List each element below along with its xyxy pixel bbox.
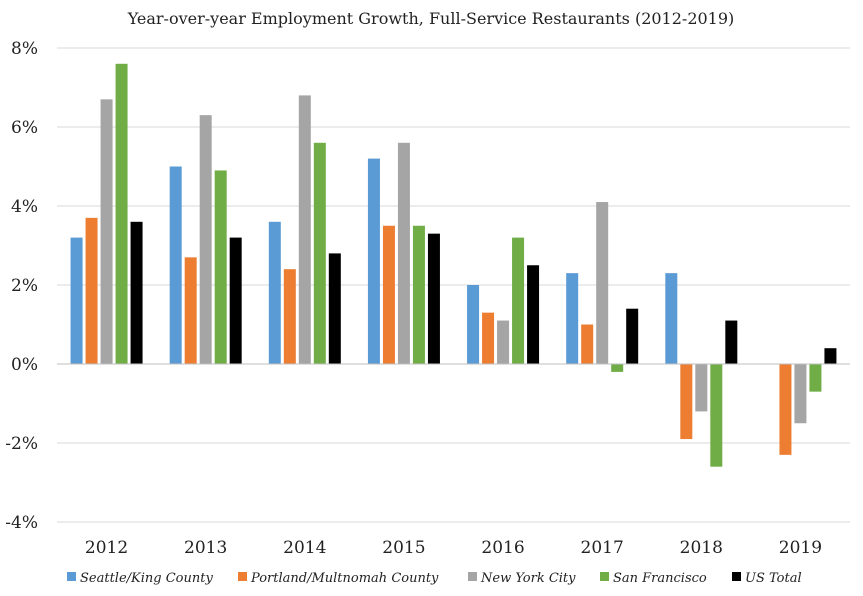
bar xyxy=(566,273,578,364)
legend-swatch xyxy=(67,572,76,581)
bar xyxy=(398,143,410,364)
bar xyxy=(467,285,479,364)
y-tick-label: 0% xyxy=(11,355,38,375)
bar xyxy=(665,273,677,364)
x-tick-label: 2017 xyxy=(581,538,624,558)
bar xyxy=(329,253,341,364)
legend-label: Seattle/King County xyxy=(80,571,213,586)
y-tick-label: -4% xyxy=(5,513,38,533)
bar xyxy=(131,222,143,364)
x-tick-label: 2014 xyxy=(283,538,326,558)
bar xyxy=(596,202,608,364)
legend-swatch xyxy=(600,572,609,581)
bar xyxy=(269,222,281,364)
bar xyxy=(626,309,638,364)
bar xyxy=(284,269,296,364)
bar xyxy=(101,99,113,364)
bars xyxy=(71,64,837,467)
bar xyxy=(230,238,242,364)
bar xyxy=(527,265,539,364)
x-tick-label: 2016 xyxy=(481,538,524,558)
y-tick-label: 4% xyxy=(11,197,38,217)
legend-swatch xyxy=(732,572,741,581)
bar xyxy=(725,321,737,364)
bar xyxy=(482,313,494,364)
bar xyxy=(710,364,722,467)
legend-label: US Total xyxy=(745,571,802,586)
bar xyxy=(116,64,128,364)
x-tick-label: 2019 xyxy=(779,538,822,558)
bar xyxy=(581,325,593,365)
bar xyxy=(170,167,182,365)
x-tick-label: 2015 xyxy=(382,538,425,558)
bar xyxy=(779,364,791,455)
y-tick-label: -2% xyxy=(5,434,38,454)
bar-chart: Year-over-year Employment Growth, Full-S… xyxy=(0,0,863,596)
bar xyxy=(695,364,707,411)
bar xyxy=(413,226,425,364)
bar xyxy=(794,364,806,423)
bar xyxy=(200,115,212,364)
legend-label: New York City xyxy=(480,571,576,586)
y-tick-label: 6% xyxy=(11,118,38,138)
bar xyxy=(71,238,83,364)
bar xyxy=(497,321,509,364)
bar xyxy=(428,234,440,364)
legend-label: San Francisco xyxy=(613,571,707,586)
y-tick-label: 8% xyxy=(11,39,38,59)
bar xyxy=(512,238,524,364)
bar xyxy=(809,364,821,392)
legend-swatch xyxy=(468,572,477,581)
bar xyxy=(824,348,836,364)
bar xyxy=(185,257,197,364)
bar xyxy=(86,218,98,364)
legend: Seattle/King County Portland/Multnomah Co… xyxy=(67,571,802,586)
x-tick-label: 2013 xyxy=(184,538,227,558)
bar xyxy=(299,95,311,364)
x-tick-label: 2018 xyxy=(680,538,723,558)
bar xyxy=(611,364,623,372)
bar xyxy=(680,364,692,439)
bar xyxy=(215,170,227,364)
bar xyxy=(368,159,380,364)
bar xyxy=(314,143,326,364)
chart-title: Year-over-year Employment Growth, Full-S… xyxy=(127,9,735,28)
y-tick-label: 2% xyxy=(11,276,38,296)
bar xyxy=(383,226,395,364)
legend-label: Portland/Multnomah County xyxy=(250,571,439,586)
x-tick-label: 2012 xyxy=(85,538,128,558)
legend-swatch xyxy=(238,572,247,581)
